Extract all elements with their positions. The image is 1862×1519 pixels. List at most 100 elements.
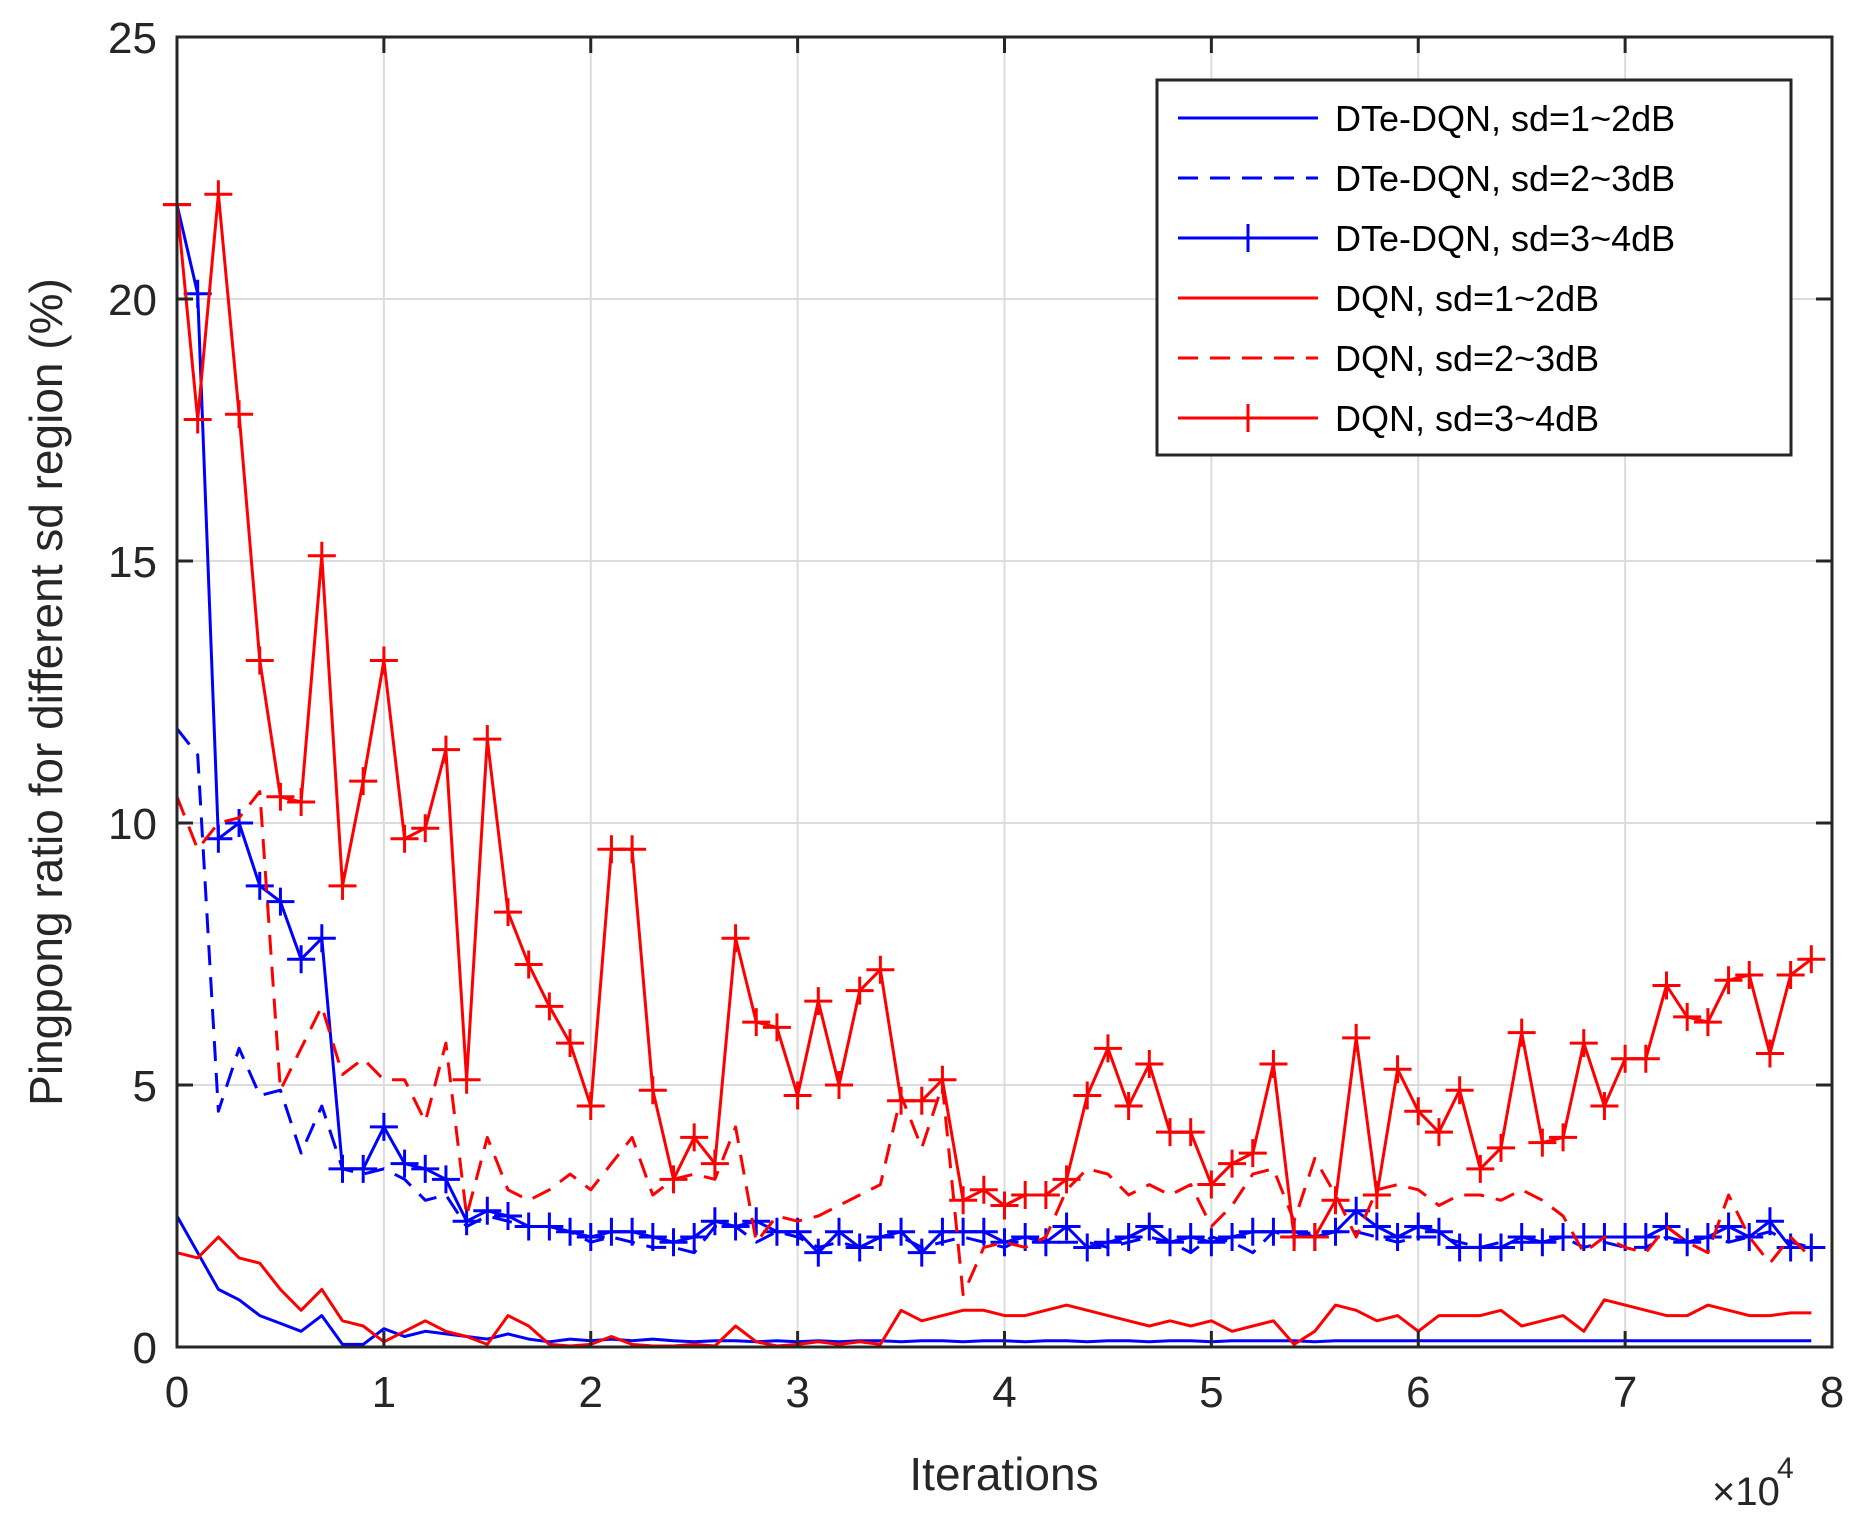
data-point-marker bbox=[369, 646, 398, 675]
data-point-marker bbox=[1321, 1186, 1350, 1215]
data-point-marker bbox=[1652, 971, 1681, 1000]
data-point-marker bbox=[390, 1149, 419, 1178]
data-point-marker bbox=[452, 1207, 481, 1236]
data-point-marker bbox=[1238, 1139, 1267, 1168]
y-tick-label: 5 bbox=[133, 1062, 157, 1111]
data-point-marker bbox=[1404, 1097, 1433, 1126]
x-tick-label: 8 bbox=[1820, 1368, 1844, 1417]
data-point-marker bbox=[907, 1086, 936, 1115]
data-point-marker bbox=[1590, 1091, 1619, 1120]
data-point-marker bbox=[1300, 1222, 1329, 1251]
data-point-marker bbox=[1114, 1222, 1143, 1251]
data-point-marker bbox=[1342, 1023, 1371, 1052]
data-point-marker bbox=[473, 725, 502, 754]
data-point-marker bbox=[204, 180, 233, 209]
x-tick-label: 0 bbox=[165, 1368, 189, 1417]
data-point-marker bbox=[1755, 1207, 1784, 1236]
data-point-marker bbox=[1549, 1123, 1578, 1152]
data-point-marker bbox=[452, 1065, 481, 1094]
data-point-marker bbox=[825, 1217, 853, 1246]
data-point-marker bbox=[680, 1123, 709, 1152]
legend-marker bbox=[1234, 404, 1262, 432]
data-point-marker bbox=[866, 1222, 895, 1251]
data-point-marker bbox=[1383, 1222, 1412, 1251]
data-point-marker bbox=[535, 992, 564, 1021]
data-point-marker bbox=[1362, 1212, 1391, 1241]
x-tick-label: 2 bbox=[579, 1368, 603, 1417]
data-point-marker bbox=[866, 955, 895, 984]
x-tick-label: 3 bbox=[785, 1368, 809, 1417]
data-point-marker bbox=[1673, 1002, 1702, 1031]
data-point-marker bbox=[1031, 1181, 1060, 1210]
y-tick-label: 0 bbox=[133, 1324, 157, 1373]
series-2 bbox=[175, 727, 1812, 1255]
data-point-marker bbox=[969, 1217, 998, 1246]
data-point-marker bbox=[1755, 1039, 1784, 1068]
data-point-marker bbox=[1321, 1217, 1350, 1246]
series-6 bbox=[163, 180, 1826, 1251]
data-point-marker bbox=[576, 1222, 605, 1251]
data-point-marker bbox=[680, 1222, 709, 1251]
data-point-marker bbox=[762, 1013, 791, 1042]
data-point-marker bbox=[245, 646, 274, 675]
data-point-marker bbox=[1528, 1128, 1557, 1157]
data-point-marker bbox=[1052, 1212, 1081, 1241]
data-point-marker bbox=[183, 279, 212, 308]
data-point-marker bbox=[411, 814, 440, 843]
data-point-marker bbox=[556, 1029, 585, 1058]
data-point-marker bbox=[266, 782, 295, 811]
data-point-marker bbox=[721, 1212, 750, 1241]
data-point-marker bbox=[1383, 1055, 1412, 1084]
data-point-marker bbox=[1673, 1228, 1702, 1257]
data-point-marker bbox=[1693, 1008, 1722, 1037]
data-point-marker bbox=[1156, 1228, 1184, 1257]
data-point-marker bbox=[349, 1154, 378, 1183]
data-point-marker bbox=[1031, 1228, 1060, 1257]
data-point-marker bbox=[1218, 1149, 1247, 1178]
data-point-marker bbox=[1487, 1133, 1515, 1162]
x-tick-label: 7 bbox=[1613, 1368, 1637, 1417]
data-point-marker bbox=[1342, 1196, 1371, 1225]
data-point-marker bbox=[1652, 1212, 1681, 1241]
data-point-marker bbox=[1135, 1050, 1164, 1079]
data-point-marker bbox=[700, 1149, 729, 1178]
x-tick-label: 5 bbox=[1199, 1368, 1223, 1417]
data-point-marker bbox=[618, 1217, 647, 1246]
data-point-marker bbox=[659, 1165, 688, 1194]
data-point-marker bbox=[1797, 945, 1826, 974]
data-point-marker bbox=[1693, 1222, 1722, 1251]
data-point-marker bbox=[825, 1071, 853, 1099]
data-point-marker bbox=[576, 1091, 605, 1120]
series-line bbox=[176, 1235, 1812, 1348]
data-point-marker bbox=[1445, 1076, 1474, 1105]
legend-label: DTe-DQN, sd=3~4dB bbox=[1335, 218, 1675, 259]
data-point-marker bbox=[618, 835, 647, 864]
data-point-marker bbox=[1176, 1118, 1205, 1147]
data-point-marker bbox=[183, 405, 212, 434]
data-point-marker bbox=[307, 541, 336, 570]
data-point-marker bbox=[1362, 1181, 1391, 1210]
data-point-marker bbox=[804, 987, 833, 1016]
data-point-marker bbox=[328, 871, 357, 900]
data-point-marker bbox=[1093, 1034, 1122, 1063]
data-point-marker bbox=[1052, 1165, 1081, 1194]
series-line bbox=[175, 790, 1813, 1297]
data-point-marker bbox=[638, 1076, 667, 1105]
legend: DTe-DQN, sd=1~2dB DTe-DQN, sd=2~3dB DTe-DQ… bbox=[1155, 78, 1793, 457]
data-point-marker bbox=[431, 735, 460, 764]
data-point-marker bbox=[204, 824, 233, 853]
data-point-marker bbox=[990, 1191, 1019, 1220]
data-point-marker bbox=[1073, 1081, 1102, 1110]
data-point-marker bbox=[1507, 1222, 1536, 1251]
data-point-marker bbox=[1487, 1233, 1515, 1262]
data-point-marker bbox=[1569, 1029, 1598, 1058]
x-axis-multiplier: ×10 bbox=[1712, 1470, 1780, 1514]
data-point-marker bbox=[804, 1238, 833, 1267]
series-4 bbox=[176, 1235, 1812, 1348]
data-point-marker bbox=[1176, 1222, 1205, 1251]
data-point-marker bbox=[1197, 1228, 1226, 1257]
y-axis-label: Pingpong ratio for different sd region (… bbox=[20, 278, 72, 1106]
series-line bbox=[175, 727, 1812, 1255]
legend-marker bbox=[1234, 224, 1262, 252]
data-point-marker bbox=[245, 871, 274, 900]
